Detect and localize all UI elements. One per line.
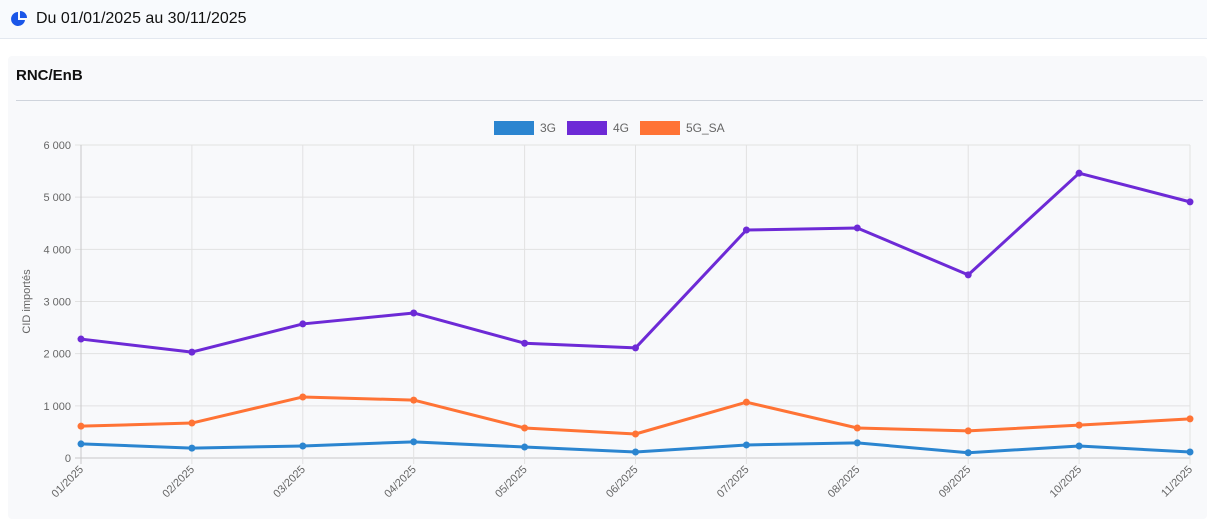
y-tick-label: 3 000 <box>43 297 71 309</box>
data-point-3G <box>964 449 972 457</box>
data-point-5G_SA <box>299 393 307 401</box>
data-point-5G_SA <box>742 398 750 406</box>
data-point-5G_SA <box>521 424 529 432</box>
x-tick-label: 07/2025 <box>715 464 752 501</box>
data-point-3G <box>299 442 307 450</box>
data-point-3G <box>77 440 85 448</box>
data-point-4G <box>1075 169 1083 177</box>
x-tick-label: 05/2025 <box>493 464 530 501</box>
y-axis-label: CID importés <box>21 269 33 334</box>
data-point-5G_SA <box>410 396 418 404</box>
x-tick-label: 09/2025 <box>937 464 974 501</box>
y-tick-label: 5 000 <box>43 192 71 204</box>
x-tick-label: 02/2025 <box>160 464 197 501</box>
x-tick-label: 03/2025 <box>271 464 308 501</box>
x-tick-label: 01/2025 <box>50 464 87 501</box>
data-point-3G <box>1186 448 1194 456</box>
data-point-5G_SA <box>1075 421 1083 429</box>
data-point-4G <box>299 320 307 328</box>
data-point-4G <box>77 335 85 343</box>
card-title: RNC/EnB <box>16 67 83 84</box>
y-tick-label: 2 000 <box>43 349 71 361</box>
y-tick-label: 6 000 <box>43 140 71 152</box>
pie-chart-icon <box>11 11 27 26</box>
data-point-4G <box>521 339 529 347</box>
x-tick-label: 08/2025 <box>826 464 863 501</box>
data-point-3G <box>410 438 418 446</box>
date-range-header: Du 01/01/2025 au 30/11/2025 <box>0 0 1207 39</box>
data-point-3G <box>632 448 639 456</box>
legend-swatch-5G_SA <box>640 121 680 135</box>
y-tick-label: 1 000 <box>43 401 71 413</box>
data-point-5G_SA <box>853 424 861 432</box>
data-point-5G_SA <box>632 430 639 438</box>
rnc-enb-card: RNC/EnB <box>8 56 1207 519</box>
legend-swatch-4G <box>567 121 607 135</box>
legend-swatch-3G <box>494 121 534 135</box>
x-tick-label: 06/2025 <box>604 464 641 501</box>
legend-label-4G: 4G <box>613 121 629 135</box>
data-point-4G <box>632 344 639 352</box>
data-point-3G <box>188 444 196 452</box>
data-point-4G <box>964 271 972 279</box>
date-range-text: Du 01/01/2025 au 30/11/2025 <box>36 10 247 27</box>
legend-label-3G: 3G <box>540 121 556 135</box>
data-point-4G <box>742 226 750 234</box>
y-tick-label: 4 000 <box>43 244 71 256</box>
data-point-5G_SA <box>1186 415 1194 423</box>
x-tick-label: 10/2025 <box>1048 464 1085 501</box>
data-point-4G <box>188 348 196 356</box>
x-tick-label: 04/2025 <box>382 464 419 501</box>
data-point-4G <box>853 224 861 232</box>
x-tick-label: 11/2025 <box>1159 464 1195 500</box>
data-point-3G <box>521 443 529 451</box>
data-point-5G_SA <box>964 427 972 435</box>
data-point-4G <box>410 309 418 317</box>
y-tick-label: 0 <box>65 453 71 465</box>
data-point-3G <box>1075 442 1083 450</box>
legend-label-5G_SA: 5G_SA <box>686 121 725 135</box>
data-point-5G_SA <box>188 419 196 427</box>
data-point-3G <box>742 441 750 449</box>
data-point-4G <box>1186 198 1194 206</box>
data-point-3G <box>853 439 861 447</box>
data-point-5G_SA <box>77 422 85 430</box>
divider <box>16 100 1203 101</box>
